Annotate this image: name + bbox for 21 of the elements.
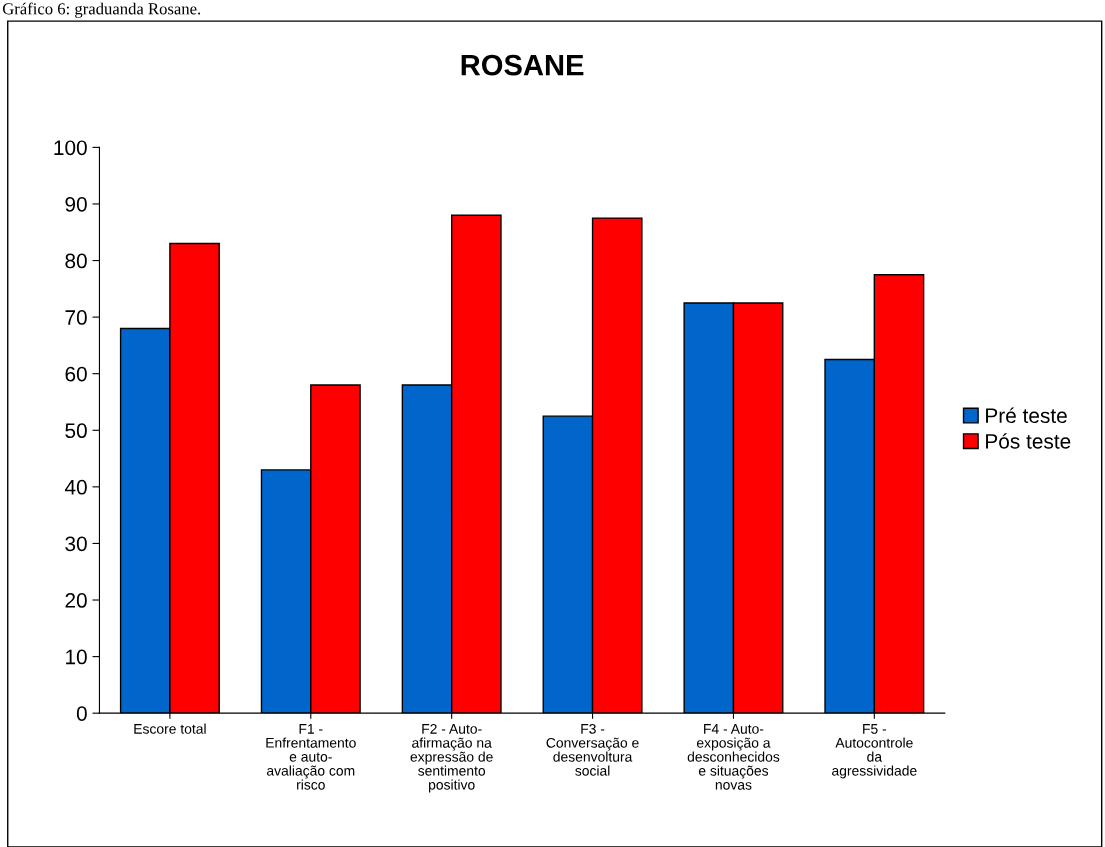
y-tick-label: 70 <box>65 310 87 325</box>
x-tick-label: F4 - Auto- exposição a desconhecidos e situações novas <box>687 724 780 790</box>
y-tick-label: 10 <box>66 649 87 665</box>
legend-label: Pós teste <box>986 433 1071 449</box>
x-tick-label: F5 - Autocontrole da agressividade <box>832 724 917 779</box>
y-tick-label: 60 <box>65 366 87 382</box>
x-tick-label: F3 - Conversação e desenvoltura social <box>546 723 639 776</box>
x-tick-label: F1 - Enfrentamento e auto- avaliação com risco <box>266 724 356 790</box>
y-tick-label: 100 <box>54 140 87 156</box>
y-tick-label: 0 <box>76 706 87 721</box>
y-tick-label: 90 <box>65 196 87 212</box>
x-tick-label: Escore total <box>134 723 206 734</box>
text: Gráfico 6: graduanda Rosane. <box>2 2 201 18</box>
chart-title: ROSANE <box>461 54 584 76</box>
legend-label: Pré teste <box>986 407 1067 424</box>
x-tick-label: F2 - Auto- afirmação na expressão de sentimento positivo <box>410 723 493 793</box>
y-tick-label: 50 <box>65 423 87 439</box>
y-tick-label: 40 <box>64 479 87 495</box>
y-tick-label: 20 <box>65 593 87 608</box>
y-tick-label: 80 <box>65 253 87 269</box>
y-tick-label: 30 <box>65 536 87 552</box>
